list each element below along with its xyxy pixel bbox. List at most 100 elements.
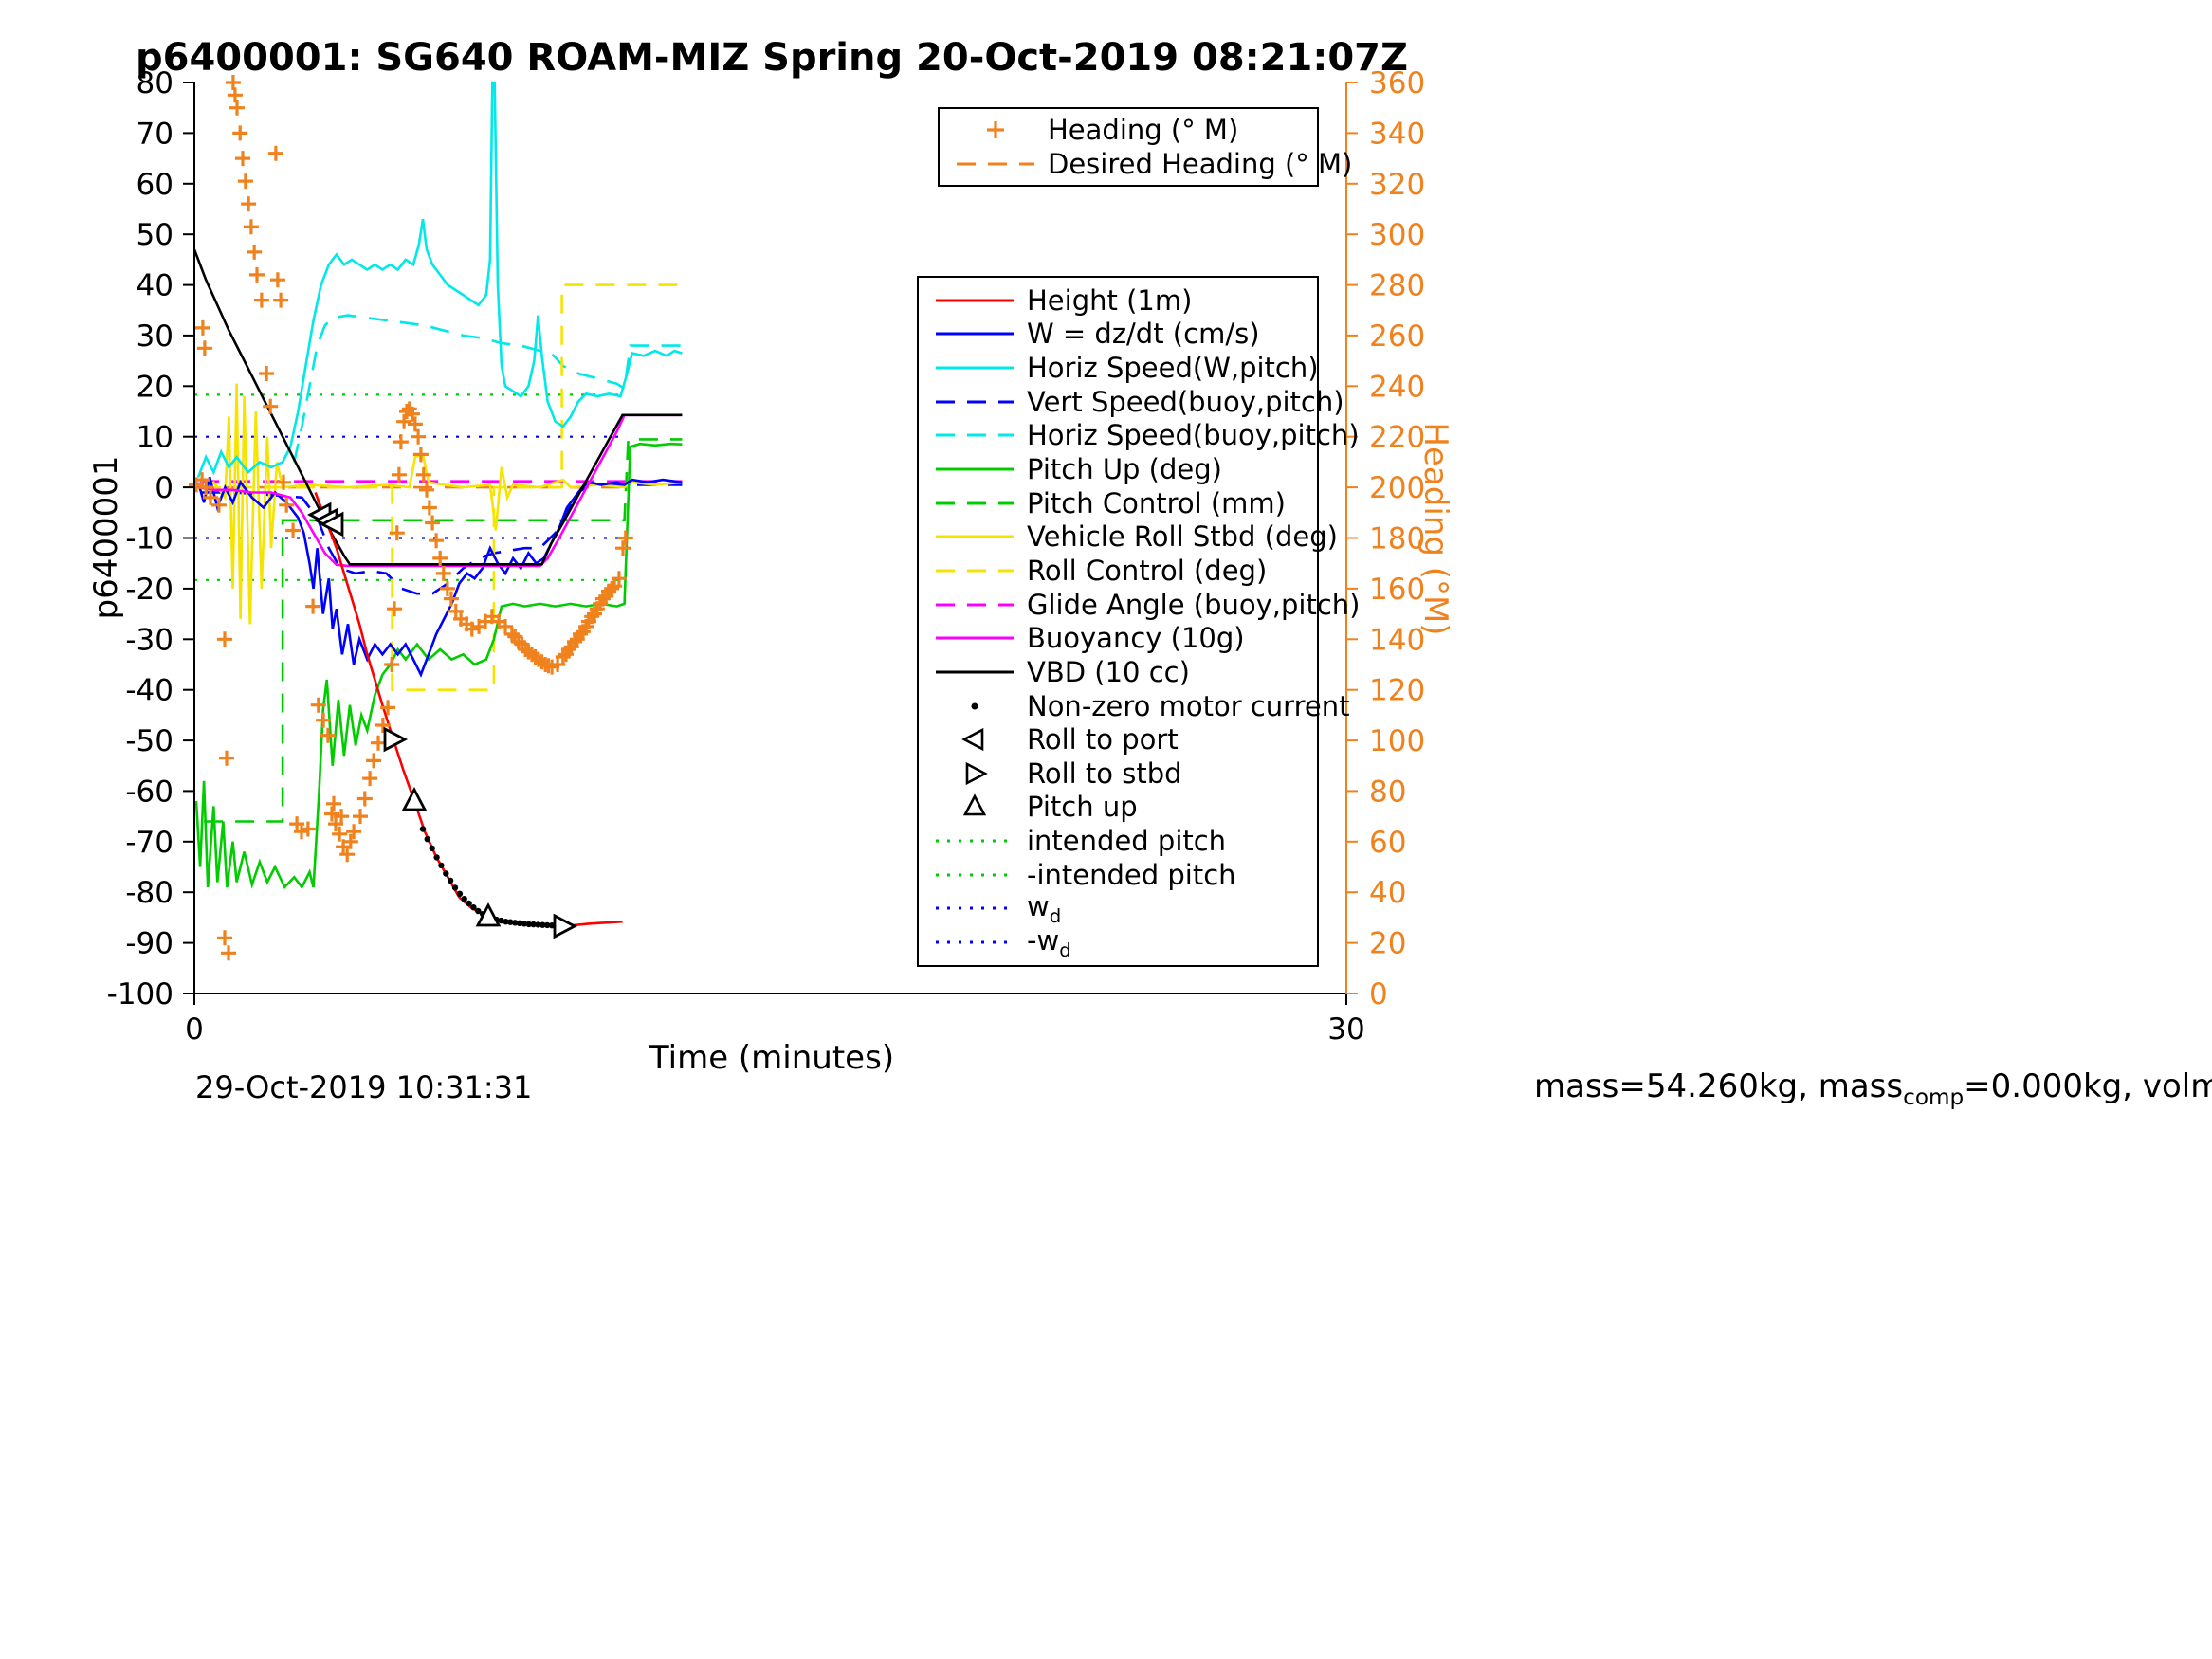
legend-heading: Heading (° M) Desired Heading (° M) — [938, 107, 1352, 187]
pitch-up-marker — [475, 902, 502, 927]
heading-plus-marker — [419, 482, 434, 498]
heading-plus-marker — [429, 533, 445, 549]
y-left-tick-label: -100 — [107, 977, 174, 1012]
heading-plus-marker — [276, 474, 291, 490]
legend-sample-plus — [987, 121, 1004, 138]
heading-plus-marker — [356, 791, 373, 807]
y-left-tick-label: 80 — [137, 66, 174, 100]
legend-entry: wd — [919, 890, 1317, 927]
legend-entry: -wd — [919, 923, 1317, 961]
y-right-tick-label: 360 — [1369, 66, 1425, 100]
legend-sample-line — [936, 906, 1014, 910]
heading-plus-marker — [320, 727, 336, 743]
motor-current-dot — [438, 862, 445, 869]
legend-label: -intended pitch — [1027, 858, 1236, 891]
motor-current-dot — [512, 920, 519, 926]
heading-plus-marker — [217, 631, 232, 647]
timestamp-label: 29-Oct-2019 10:31:31 — [195, 1069, 533, 1105]
heading-plus-marker — [267, 145, 283, 161]
legend-label: Roll to port — [1027, 723, 1179, 757]
legend-entry: intended pitch — [919, 825, 1317, 857]
legend-entry: Vert Speed(buoy,pitch) — [919, 386, 1344, 418]
y-right-tick-label: 160 — [1369, 573, 1425, 607]
y-right-tick-label: 260 — [1369, 319, 1425, 354]
motor-current-dot — [516, 920, 523, 926]
legend-sample-line — [936, 400, 1014, 404]
legend-entry: Pitch Control (mm) — [919, 487, 1317, 520]
motor-current-dot — [507, 919, 514, 925]
motor-current-dot — [475, 907, 482, 915]
y-left-tick-label: -80 — [125, 876, 174, 910]
heading-plus-marker — [339, 847, 356, 863]
legend-label: Desired Heading (° M) — [1048, 148, 1353, 180]
legend-entry: Desired Heading (° M) — [940, 148, 1352, 180]
legend-sample-line — [936, 501, 1014, 505]
y-right-tick-label: 180 — [1369, 522, 1425, 556]
x-tick-label: 0 — [185, 1012, 204, 1047]
heading-plus-marker — [421, 500, 437, 516]
heading-plus-marker — [217, 930, 232, 946]
y-right-tick-label: 340 — [1369, 117, 1425, 151]
heading-plus-marker — [196, 340, 212, 356]
y-axis-label-right: Heading (°M) — [1417, 422, 1454, 636]
y-left-tick-label: 70 — [137, 117, 174, 151]
y-right-tick-label: 320 — [1369, 168, 1425, 202]
legend-entry: -intended pitch — [919, 859, 1317, 891]
heading-plus-marker — [219, 750, 234, 766]
y-right-tick-label: 0 — [1369, 977, 1388, 1012]
motor-current-dot — [544, 921, 551, 929]
y-left-tick-label: -70 — [125, 826, 174, 860]
chart-title: p6400001: SG640 ROAM-MIZ Spring 20-Oct-2… — [135, 36, 1408, 80]
legend-sample-line — [936, 940, 1014, 944]
y-left-tick-label: -40 — [125, 674, 174, 708]
motor-current-dot — [461, 896, 467, 902]
heading-plus-marker — [560, 642, 576, 657]
legend-entry: Heading (° M) — [940, 114, 1317, 146]
heading-plus-marker — [346, 824, 362, 840]
legend-label: Height (1m) — [1027, 283, 1193, 317]
heading-plus-marker — [310, 697, 326, 713]
heading-plus-marker — [279, 497, 295, 513]
legend-label: Vert Speed(buoy,pitch) — [1027, 385, 1344, 418]
heading-plus-marker — [604, 580, 620, 596]
heading-plus-marker — [342, 833, 358, 849]
roll-port-marker — [319, 511, 344, 538]
y-left-tick-label: 60 — [137, 168, 174, 202]
y-right-tick-label: 60 — [1369, 826, 1406, 860]
legend-label: intended pitch — [1027, 825, 1227, 858]
motor-current-dot — [503, 919, 509, 925]
heading-plus-marker — [210, 497, 227, 513]
heading-plus-marker — [334, 809, 350, 825]
heading-plus-marker — [412, 447, 429, 463]
y-right-tick-label: 280 — [1369, 269, 1425, 303]
legend-label: Glide Angle (buoy,pitch) — [1027, 588, 1361, 621]
series-horiz-speed-w — [196, 81, 683, 478]
x-axis-label: Time (minutes) — [649, 1039, 895, 1077]
motor-current-dot — [530, 921, 537, 928]
legend-entry: Height (1m) — [919, 284, 1317, 317]
pitch-up-marker — [401, 786, 428, 811]
heading-plus-marker — [353, 809, 368, 825]
motor-current-dot — [443, 870, 449, 877]
series-roll-control — [202, 283, 683, 692]
y-axis-label-left: p6400001 — [87, 455, 125, 620]
legend-label: Vehicle Roll Stbd (deg) — [1027, 520, 1338, 554]
heading-plus-marker — [387, 601, 402, 617]
y-right-tick-label: 120 — [1369, 674, 1425, 708]
legend-label: -wd — [1027, 923, 1071, 961]
legend-label: Pitch Up (deg) — [1027, 453, 1222, 486]
heading-plus-marker — [615, 540, 631, 556]
legend-sample-line — [936, 569, 1014, 573]
heading-plus-marker — [259, 366, 275, 381]
y-left-tick-label: -10 — [125, 522, 174, 556]
y-left-tick-label: -90 — [125, 927, 174, 961]
y-right-tick-label: 20 — [1369, 927, 1406, 961]
series-pitch-control — [204, 438, 683, 823]
legend-label: Non-zero motor current — [1027, 689, 1350, 722]
motor-current-dot — [429, 845, 435, 851]
y-left-tick-label: -60 — [125, 775, 174, 809]
heading-plus-marker — [324, 806, 339, 822]
heading-plus-marker — [305, 598, 321, 614]
y-left-tick-label: -30 — [125, 623, 174, 657]
heading-plus-marker — [285, 522, 302, 538]
